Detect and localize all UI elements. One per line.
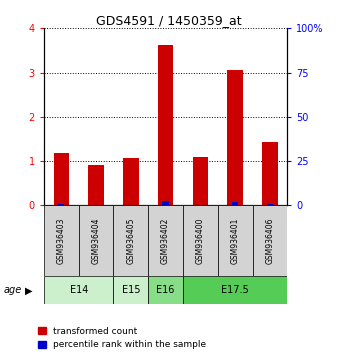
Text: GSM936406: GSM936406	[265, 217, 274, 264]
Bar	[193, 156, 208, 205]
Bar	[183, 276, 287, 304]
Bar	[114, 205, 148, 276]
Bar	[148, 205, 183, 276]
Bar	[163, 201, 169, 205]
Bar	[227, 70, 243, 205]
Bar	[44, 276, 114, 304]
Bar	[88, 166, 104, 205]
Text: E15: E15	[122, 285, 140, 295]
Legend: transformed count, percentile rank within the sample: transformed count, percentile rank withi…	[38, 327, 206, 349]
Text: GSM936404: GSM936404	[92, 217, 101, 264]
Bar	[114, 276, 148, 304]
Bar	[123, 158, 139, 205]
Text: GSM936405: GSM936405	[126, 217, 135, 264]
Text: GDS4591 / 1450359_at: GDS4591 / 1450359_at	[96, 14, 242, 27]
Bar	[267, 204, 273, 205]
Text: GSM936400: GSM936400	[196, 217, 205, 264]
Bar	[53, 153, 69, 205]
Text: E17.5: E17.5	[221, 285, 249, 295]
Text: age: age	[3, 285, 22, 295]
Bar	[252, 205, 287, 276]
Text: GSM936403: GSM936403	[57, 217, 66, 264]
Bar	[79, 205, 114, 276]
Text: GSM936402: GSM936402	[161, 217, 170, 264]
Text: E14: E14	[70, 285, 88, 295]
Bar	[218, 205, 252, 276]
Bar	[232, 202, 238, 205]
Bar	[158, 45, 173, 205]
Text: ▶: ▶	[25, 285, 32, 295]
Bar	[183, 205, 218, 276]
Bar	[44, 205, 79, 276]
Bar	[262, 143, 278, 205]
Text: GSM936401: GSM936401	[231, 217, 240, 264]
Text: E16: E16	[156, 285, 175, 295]
Bar	[148, 276, 183, 304]
